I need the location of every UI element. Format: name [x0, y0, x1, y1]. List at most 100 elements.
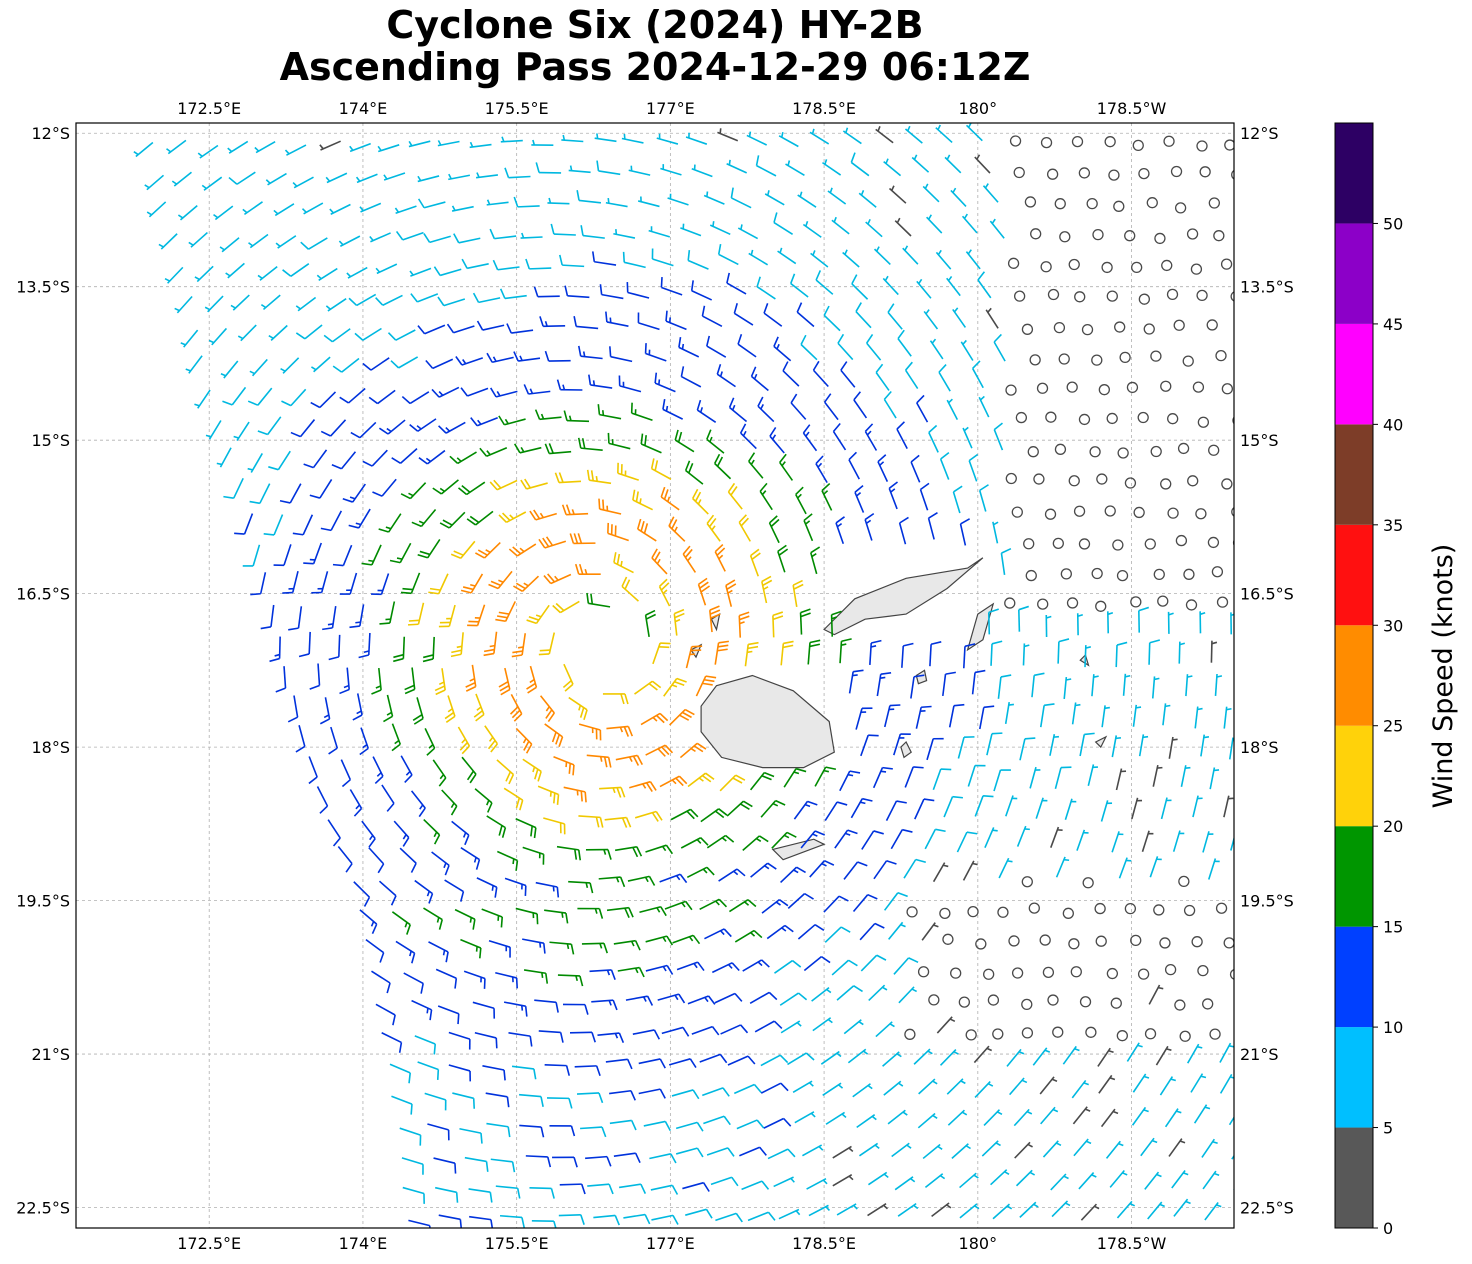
barb-staff: [429, 235, 451, 244]
barb-feather: [483, 652, 495, 657]
barb-feather: [727, 482, 736, 493]
barb-half-feather: [284, 149, 290, 155]
wind-barb: [942, 671, 956, 697]
barb-half-feather: [690, 747, 696, 753]
wind-barb: [577, 437, 603, 451]
barb-feather: [798, 992, 808, 1001]
calm-circle: [1192, 381, 1205, 393]
barb-half-feather: [697, 499, 702, 505]
barb-feather: [553, 1220, 557, 1228]
calm-circle: [1073, 505, 1086, 517]
barb-half-feather: [1018, 1051, 1025, 1055]
barb-staff: [259, 266, 278, 281]
barb-feather: [966, 831, 978, 835]
wind-barb: [308, 756, 318, 785]
barb-feather: [402, 587, 413, 591]
barb-staff: [337, 845, 353, 865]
wind-barb: [651, 548, 668, 575]
barb-staff: [424, 324, 446, 335]
barb-feather: [700, 585, 711, 593]
wind-barb: [787, 892, 814, 909]
wind-barb: [591, 999, 618, 1011]
wind-barb: [257, 416, 282, 436]
wind-barb: [652, 642, 671, 665]
wind-barb: [679, 742, 707, 759]
barb-staff: [836, 985, 855, 1001]
calm-circle: [1143, 323, 1155, 335]
barb-feather: [782, 361, 789, 372]
barb-half-feather: [301, 208, 307, 213]
wind-barb: [691, 164, 713, 178]
barb-feather: [899, 516, 909, 524]
barb-staff: [339, 235, 361, 247]
calm-circle: [1166, 288, 1179, 301]
barb-staff: [974, 1080, 991, 1099]
barb-staff: [1014, 1141, 1031, 1159]
barb-staff: [797, 194, 817, 208]
wind-barb: [531, 139, 554, 146]
wind-barb: [466, 510, 494, 526]
wind-barb: [1209, 767, 1220, 790]
barb-staff: [459, 1127, 482, 1134]
barb-half-feather: [438, 390, 444, 396]
wind-barb: [1040, 261, 1052, 273]
calm-circle: [1025, 569, 1037, 582]
barb-half-feather: [394, 207, 400, 213]
barb-feather: [568, 763, 572, 774]
wind-barb: [257, 266, 278, 281]
barb-staff: [691, 168, 713, 178]
barb-half-feather: [532, 139, 536, 146]
wind-barb: [513, 575, 540, 592]
barb-feather: [435, 689, 446, 696]
barb-feather: [972, 360, 981, 369]
barb-half-feather: [541, 972, 544, 978]
wind-barb: [1104, 505, 1116, 517]
wind-barb: [814, 766, 837, 787]
wind-barb: [428, 573, 449, 595]
barb-feather: [696, 399, 702, 411]
barb-feather: [250, 592, 261, 596]
barb-feather: [247, 400, 259, 406]
wind-barb: [496, 850, 519, 871]
wind-barb: [1202, 831, 1214, 853]
wind-barb: [216, 447, 232, 468]
wind-barb: [479, 446, 508, 458]
calm-circle: [1092, 228, 1104, 241]
barb-feather: [417, 554, 428, 559]
wind-barb: [434, 668, 446, 696]
barb-feather: [607, 849, 612, 860]
barb-feather: [802, 424, 811, 434]
wind-barb: [448, 1031, 471, 1050]
barb-half-feather: [268, 335, 274, 340]
lat-tick-left-6: 21°S: [31, 1045, 70, 1064]
wind-barb: [836, 985, 863, 1001]
wind-barb: [498, 415, 526, 426]
calm-circle: [1029, 354, 1041, 366]
wind-barb: [728, 397, 748, 423]
barb-half-feather: [874, 1144, 880, 1150]
barb-staff: [787, 1052, 807, 1066]
wind-barb: [1229, 968, 1234, 980]
barb-staff: [1080, 1203, 1098, 1221]
barb-staff: [998, 857, 1010, 879]
wind-barb: [617, 966, 645, 978]
barb-half-feather: [369, 834, 374, 841]
barb-staff: [959, 1172, 977, 1189]
wind-barb: [823, 393, 839, 421]
barb-half-feather: [520, 446, 525, 453]
barb-feather: [709, 605, 720, 611]
wind-barb: [923, 309, 939, 330]
barb-staff: [576, 325, 599, 330]
wind-barb: [1192, 381, 1205, 393]
barb-half-feather: [1122, 1172, 1128, 1176]
barb-feather: [692, 1089, 700, 1100]
barb-feather: [362, 460, 373, 467]
wind-barb: [790, 393, 807, 420]
wind-barb: [1159, 937, 1171, 949]
barb-feather: [714, 543, 724, 553]
wind-barb: [375, 1003, 396, 1026]
calm-circle: [1159, 937, 1171, 949]
barb-staff: [408, 140, 431, 148]
wind-barb: [473, 693, 485, 722]
calm-circle: [1154, 232, 1166, 245]
